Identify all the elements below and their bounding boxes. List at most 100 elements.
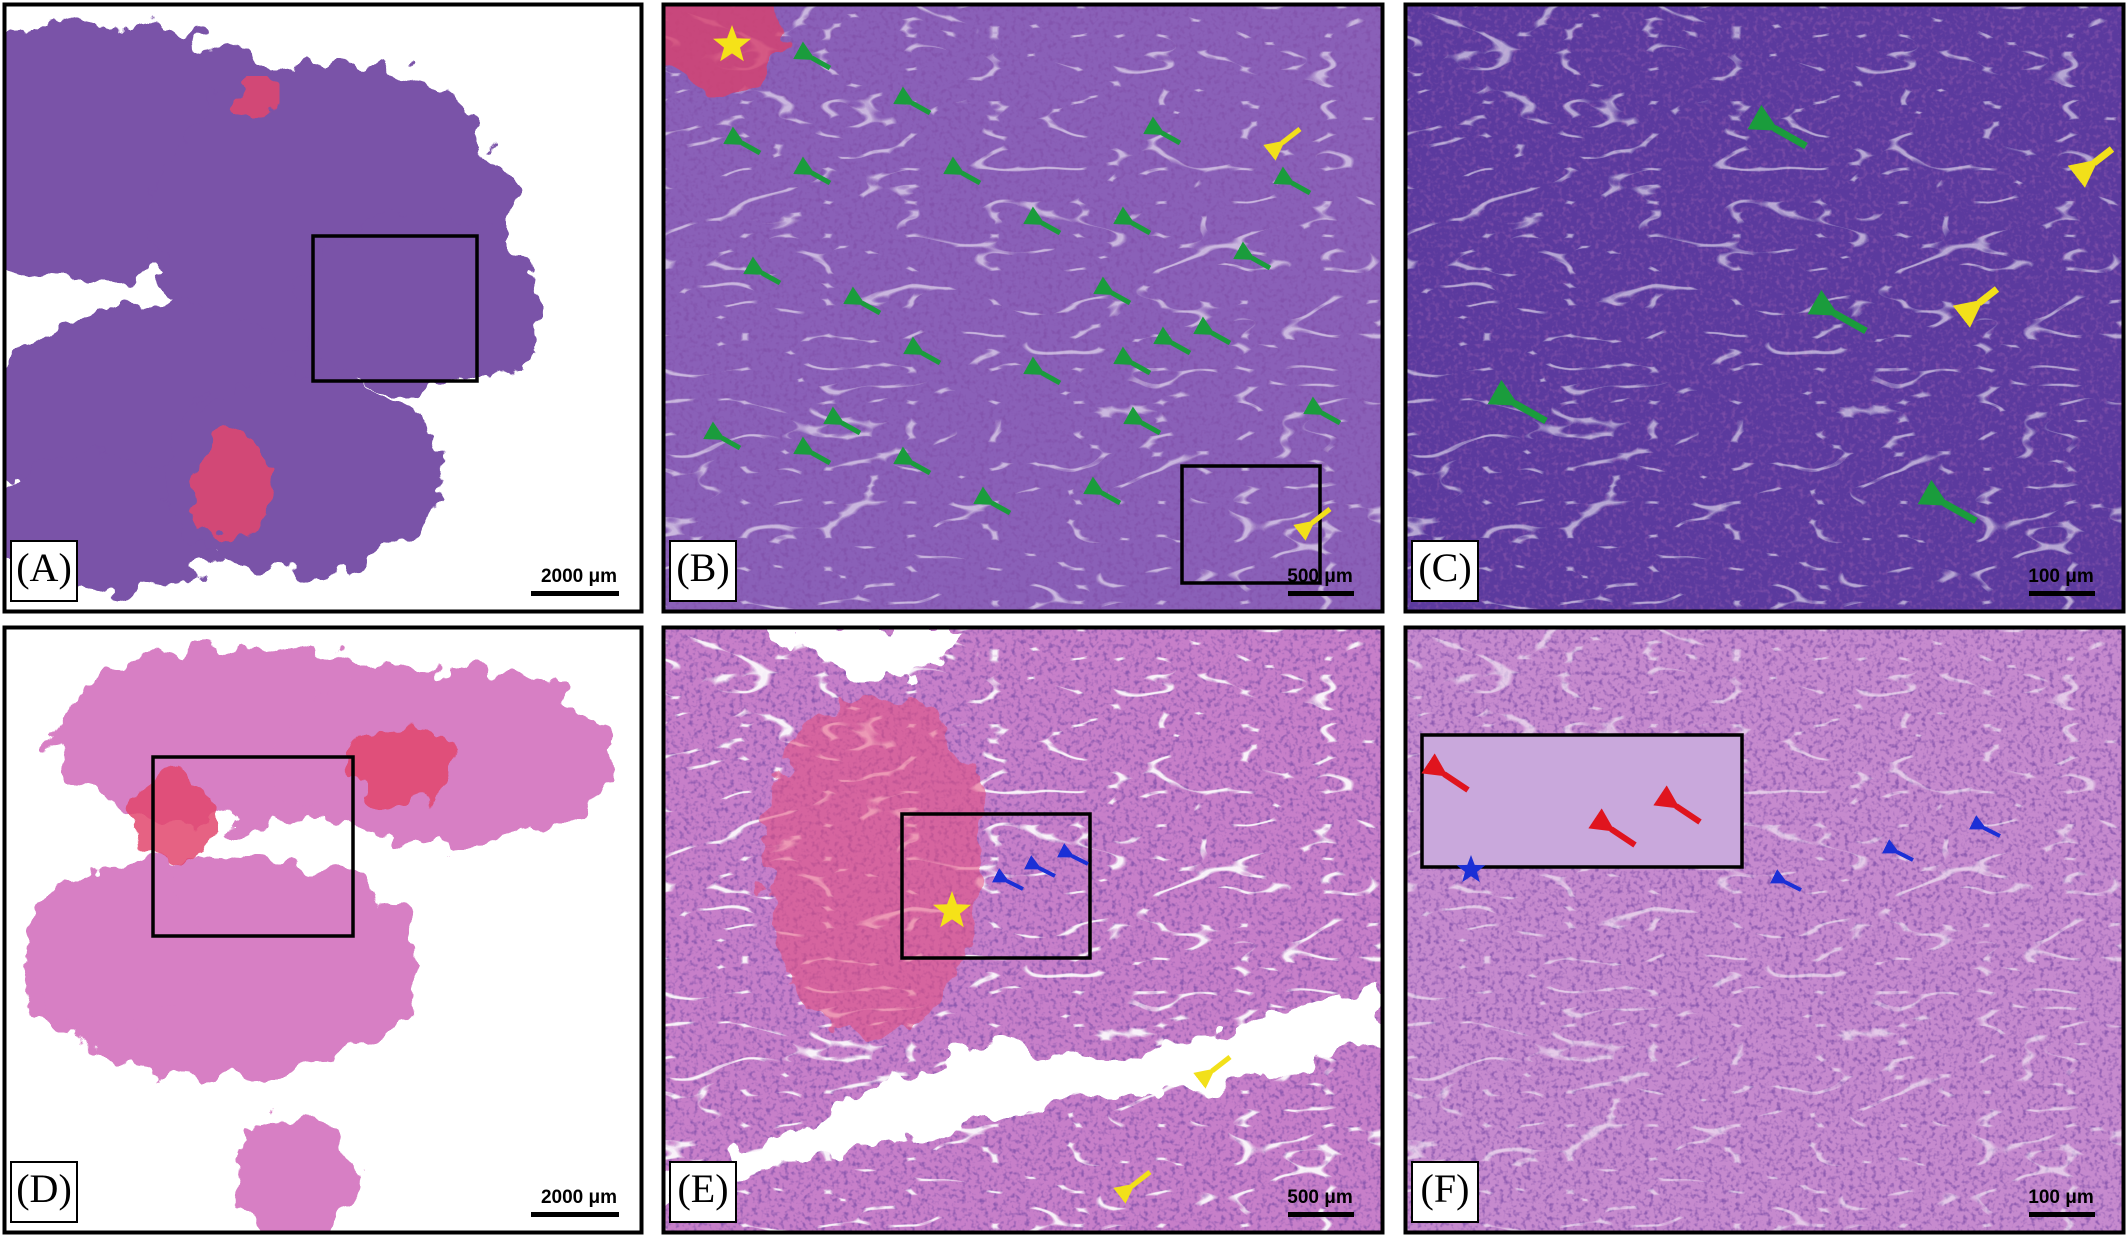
panel: (A) 2000 μm: [2, 2, 644, 614]
panel-border: [2, 625, 644, 1235]
star-marker: [1456, 855, 1486, 883]
panel-label-box: [1411, 1161, 1479, 1223]
cracks: [662, 3, 1384, 613]
scale-bar: [531, 1212, 619, 1217]
gap: [762, 626, 962, 686]
star-marker: [713, 25, 751, 62]
arrow: [1143, 116, 1182, 146]
panel-border: [661, 625, 1385, 1235]
tissue: [233, 1116, 353, 1234]
scale-bar-label: 100 μm: [2028, 1187, 2094, 1208]
cracks: [1404, 3, 2125, 613]
arrow: [893, 446, 932, 476]
arrow: [1421, 753, 1470, 793]
panel-label: (B): [676, 545, 729, 590]
arrow: [1303, 396, 1342, 426]
arrow: [1588, 808, 1637, 848]
scale-bar: [1288, 1212, 1354, 1217]
arrow: [893, 86, 932, 116]
arrow: [1881, 839, 1914, 862]
scale-bar: [1288, 591, 1354, 596]
gap: [662, 986, 1384, 1206]
panel-label-box: [1411, 540, 1479, 602]
panel-border: [1403, 2, 2126, 614]
arrow: [723, 126, 762, 156]
arrow: [2067, 146, 2115, 188]
arrow: [1747, 104, 1808, 150]
panel-label-box: [669, 540, 737, 602]
arrow: [1193, 316, 1232, 346]
zoom-box: [151, 755, 355, 938]
hemorrhage: [193, 428, 273, 538]
zoom-box: [1180, 464, 1322, 585]
scale-bar: [2029, 591, 2095, 596]
arrow: [1113, 346, 1152, 376]
tissue: [303, 213, 543, 393]
hemorrhage: [762, 696, 982, 1036]
panel-label-box: [10, 1161, 78, 1223]
arrow: [823, 406, 862, 436]
arrow: [1056, 843, 1089, 866]
micrograph: [3, 626, 643, 1234]
arrow: [1093, 276, 1132, 306]
zoom-box: [900, 812, 1092, 960]
tissue: [23, 866, 203, 1026]
scale-bar-label: 2000 μm: [541, 1187, 617, 1208]
zoom-box: [311, 234, 479, 383]
arrow: [991, 868, 1024, 891]
arrow: [793, 41, 832, 71]
arrow: [943, 156, 982, 186]
scale-bar-label: 100 μm: [2028, 566, 2094, 587]
arrow: [1769, 869, 1802, 892]
arrow: [1293, 507, 1332, 541]
panel: (F) 100 μm: [1403, 625, 2126, 1235]
arrow: [1653, 785, 1702, 825]
panel-label: (A): [16, 545, 72, 590]
arrow: [1233, 241, 1272, 271]
scale-bar-label: 2000 μm: [541, 566, 617, 587]
panel-border: [661, 2, 1385, 614]
arrow: [1113, 1170, 1152, 1204]
panel: (E) 500 μm: [661, 625, 1385, 1235]
arrow: [1083, 476, 1122, 506]
scale-bar: [2029, 1212, 2095, 1217]
star-marker: [933, 891, 971, 928]
arrow: [743, 256, 782, 286]
panel-label: (E): [677, 1166, 728, 1211]
arrow: [973, 486, 1012, 516]
scale-bar-label: 500 μm: [1287, 1187, 1353, 1208]
micrograph: [662, 3, 1384, 613]
arrow: [1807, 289, 1868, 335]
arrow: [1023, 206, 1062, 236]
micrograph: [1404, 626, 2125, 1234]
arrow: [1487, 379, 1548, 425]
micrograph: [1404, 3, 2125, 613]
panel: (B) 500 μm: [661, 2, 1385, 614]
panel-border: [2, 2, 644, 614]
arrow: [1153, 326, 1192, 356]
arrow: [843, 286, 882, 316]
arrow: [703, 421, 742, 451]
arrow: [1968, 815, 2001, 838]
cracks: [1404, 626, 2125, 1234]
arrow: [793, 156, 832, 186]
scale-bar-label: 500 μm: [1287, 566, 1353, 587]
panel: (D) 2000 μm: [2, 625, 644, 1235]
arrow: [1193, 1055, 1232, 1089]
panel-label: (F): [1421, 1166, 1470, 1211]
hemorrhage: [353, 726, 453, 806]
panel: (C) 100 μm: [1403, 2, 2126, 614]
arrow: [1273, 166, 1312, 196]
arrow: [1917, 479, 1978, 525]
zoom-box: [1420, 733, 1744, 869]
panel-label-box: [669, 1161, 737, 1223]
inset-image: [1422, 735, 1742, 867]
micrograph: [3, 3, 643, 613]
arrow: [793, 436, 832, 466]
arrow: [1952, 286, 2000, 328]
panel-label: (D): [16, 1166, 72, 1211]
hemorrhage: [231, 80, 275, 116]
panel-border: [1403, 625, 2126, 1235]
